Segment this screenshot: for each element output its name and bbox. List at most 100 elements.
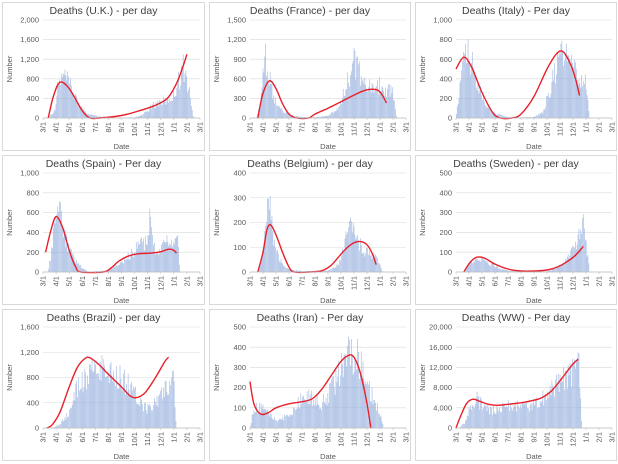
bar xyxy=(169,381,170,428)
bar xyxy=(501,402,503,428)
bar xyxy=(273,419,275,428)
bar xyxy=(485,104,487,118)
bar xyxy=(296,270,298,272)
bar xyxy=(286,415,288,428)
bar xyxy=(341,364,343,428)
bar xyxy=(363,252,365,272)
bar xyxy=(58,85,59,118)
bar xyxy=(474,70,475,118)
bar xyxy=(317,116,319,118)
bar xyxy=(79,108,81,118)
bar xyxy=(147,110,149,118)
bar xyxy=(529,117,531,118)
bar xyxy=(126,384,127,428)
bar xyxy=(157,253,159,272)
bar xyxy=(282,263,284,272)
bar xyxy=(547,397,549,428)
bar xyxy=(87,375,88,428)
bar xyxy=(580,398,582,428)
bar xyxy=(504,115,506,118)
bar xyxy=(343,251,345,272)
bar xyxy=(264,231,266,272)
bar xyxy=(551,380,553,428)
bar xyxy=(276,420,277,428)
bar xyxy=(368,87,369,118)
bar xyxy=(494,267,496,272)
y-tick-label: 500 xyxy=(439,169,452,178)
bar xyxy=(142,115,143,118)
chart-svg: 0 4,000 8,000 12,000 16,000 20,000 3/1 4/1 5/1 6/… xyxy=(418,323,617,461)
bar xyxy=(143,238,144,272)
bar xyxy=(264,409,266,428)
bar xyxy=(369,255,371,272)
x-tick-label: 7/1 xyxy=(298,122,307,132)
bar xyxy=(551,270,553,272)
bar xyxy=(558,265,560,272)
bar xyxy=(503,116,505,118)
y-tick-label: 100 xyxy=(233,403,246,412)
bar xyxy=(565,258,566,272)
bar xyxy=(582,86,583,118)
bar xyxy=(174,238,176,272)
bar xyxy=(482,256,483,272)
bar xyxy=(374,400,376,428)
bar xyxy=(157,100,159,118)
bar xyxy=(382,87,384,118)
bar xyxy=(304,399,305,428)
x-tick-label: 8/1 xyxy=(311,432,320,442)
bar xyxy=(253,410,255,428)
x-tick-label: 11/1 xyxy=(143,122,152,136)
bar xyxy=(295,270,296,272)
bar xyxy=(518,405,519,428)
bar xyxy=(480,86,481,118)
x-tick-label: 4/1 xyxy=(259,122,268,132)
bar xyxy=(125,394,126,428)
bar xyxy=(77,397,78,428)
bar xyxy=(285,113,286,118)
bar xyxy=(511,271,513,272)
y-axis-label: Number xyxy=(418,209,427,236)
x-tick-label: 3/1 xyxy=(246,122,255,132)
bar xyxy=(532,117,534,118)
chart-title: Deaths (Italy) - Per day xyxy=(462,5,570,17)
x-tick-label: 8/1 xyxy=(104,122,113,132)
bar xyxy=(96,270,97,272)
bar xyxy=(380,91,382,118)
trend-line xyxy=(257,80,388,120)
bar xyxy=(581,233,582,272)
bar xyxy=(58,425,59,428)
bar xyxy=(555,379,556,428)
bar xyxy=(166,391,168,428)
bar xyxy=(273,245,275,272)
x-tick-label: 6/1 xyxy=(491,276,500,286)
chart-panel: Deaths (Sweden) - per day 0 100 200 300 400 50… xyxy=(415,155,617,305)
trend-line xyxy=(463,245,584,273)
bar xyxy=(348,336,349,428)
bar xyxy=(541,112,543,118)
bar xyxy=(126,394,128,428)
bar xyxy=(307,404,309,428)
bar xyxy=(57,425,59,428)
bar xyxy=(359,61,360,118)
bar xyxy=(94,115,96,118)
bar xyxy=(63,227,65,272)
bar xyxy=(311,390,312,428)
bar xyxy=(542,113,544,118)
bar xyxy=(468,62,470,118)
bar xyxy=(117,265,119,272)
bar xyxy=(163,239,164,272)
bar xyxy=(134,252,135,272)
bar xyxy=(548,270,550,272)
bar xyxy=(86,270,87,272)
bar xyxy=(79,389,81,428)
bar xyxy=(372,403,374,428)
bar xyxy=(382,423,384,428)
bar xyxy=(61,229,63,272)
bar xyxy=(153,101,154,118)
bar xyxy=(330,113,331,118)
y-tick-label: 800 xyxy=(26,373,39,382)
bar xyxy=(89,114,91,118)
bar xyxy=(567,254,569,272)
bar xyxy=(571,54,573,118)
x-tick-label: 4/1 xyxy=(465,432,474,442)
